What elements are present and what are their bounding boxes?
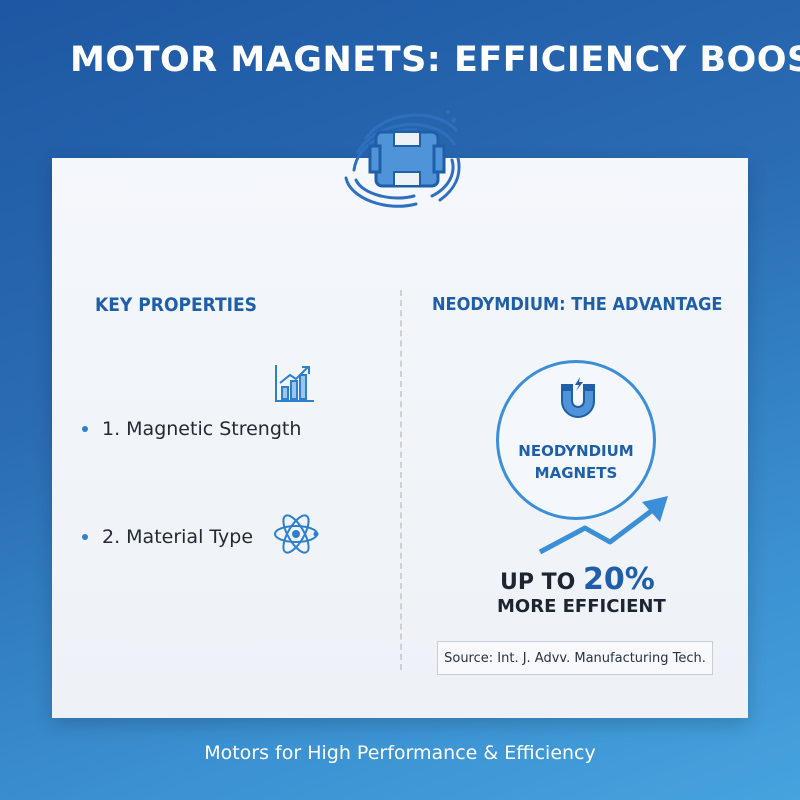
source-citation: Source: Int. J. Advv. Manufacturing Tech… bbox=[437, 641, 713, 675]
stat-prefix: UP TO bbox=[500, 570, 584, 595]
property-label: 1. Magnetic Strength bbox=[102, 418, 302, 440]
page-title: MOTOR MAGNETS: EFFICIENCY BOOST bbox=[70, 40, 800, 80]
neodymium-badge-label: NEODYNDIUM MAGNETS bbox=[496, 440, 656, 484]
property-item-material-type: 2. Material Type bbox=[82, 526, 253, 548]
stat-value: 20% bbox=[583, 562, 655, 597]
bar-chart-trend-icon bbox=[275, 365, 314, 402]
panel-divider bbox=[400, 290, 402, 670]
bullet-icon bbox=[82, 426, 88, 432]
bullet-icon bbox=[82, 534, 88, 540]
stat-suffix: MORE EFFICIENT bbox=[497, 596, 666, 617]
atom-icon bbox=[274, 514, 319, 554]
property-label: 2. Material Type bbox=[102, 526, 254, 548]
footer-tagline: Motors for High Performance & Efficiency bbox=[204, 742, 596, 764]
badge-line-1: NEODYNDIUM bbox=[518, 442, 634, 460]
motor-magnet-icon bbox=[344, 110, 461, 208]
badge-line-2: MAGNETS bbox=[534, 464, 618, 482]
advantage-heading: NEODYMDIUM: THE ADVANTAGE bbox=[432, 294, 723, 315]
neodymium-badge bbox=[496, 360, 656, 520]
horseshoe-magnet-icon bbox=[561, 377, 595, 418]
key-properties-heading: KEY PROPERTIES bbox=[95, 294, 257, 316]
property-item-magnetic-strength: 1. Magnetic Strength bbox=[82, 418, 301, 440]
efficiency-stat: UP TO 20% bbox=[500, 562, 655, 597]
trend-arrow-icon bbox=[538, 496, 668, 555]
